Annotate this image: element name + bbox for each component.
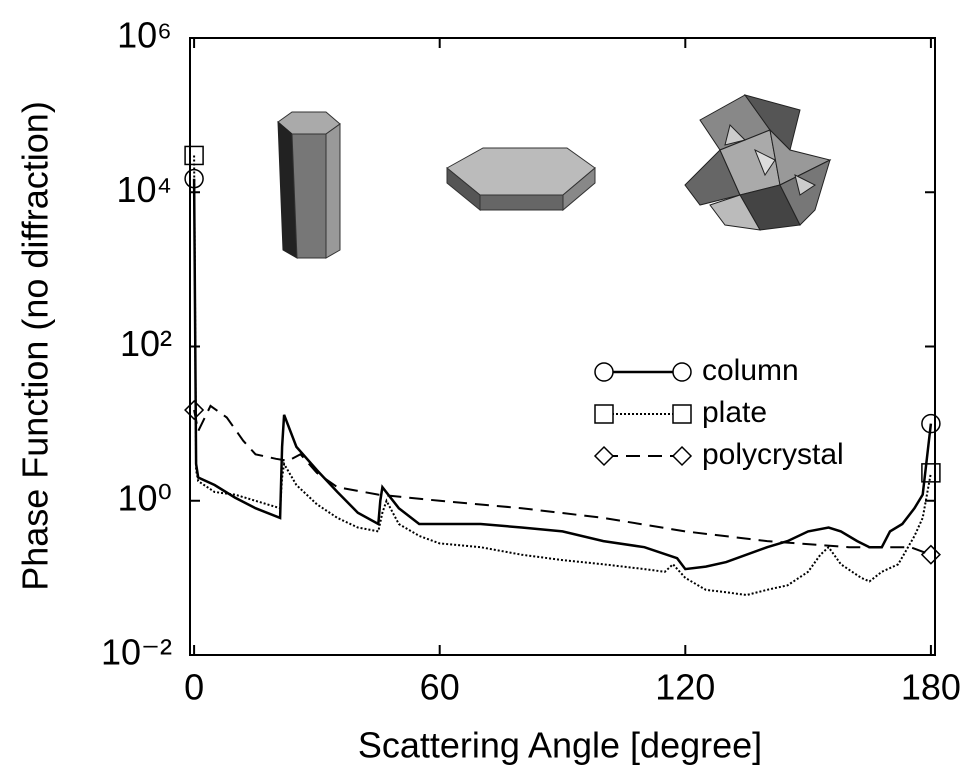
legend-marker [672, 404, 692, 424]
marker [184, 145, 204, 166]
marker [921, 463, 941, 483]
legend-label: column [702, 354, 799, 387]
legend-marker [593, 445, 615, 467]
y-tick-label: 10⁴ [116, 169, 172, 210]
y-tick-label: 10⁶ [117, 15, 172, 56]
legend-marker [671, 445, 693, 467]
x-tick-label: 0 [184, 667, 204, 708]
y-tick-label: 10² [120, 323, 172, 364]
marker [920, 544, 941, 565]
crystal-plate [446, 147, 596, 212]
legend-label: plate [702, 396, 767, 429]
legend-marker [672, 362, 692, 382]
legend-label: polycrystal [702, 438, 844, 471]
x-tick-label: 180 [901, 667, 961, 708]
x-tick-label: 60 [420, 667, 460, 708]
data-line [193, 404, 932, 556]
crystal-column [277, 111, 341, 259]
crystal-polycrystal [684, 94, 832, 231]
data-line [192, 178, 933, 571]
x-axis-label: Scattering Angle [degree] [358, 725, 762, 766]
y-axis-label: Phase Function (no diffraction) [15, 101, 56, 591]
legend-marker [594, 404, 614, 424]
marker [184, 399, 205, 421]
y-tick-label: 10⁰ [118, 477, 172, 518]
x-tick-label: 120 [655, 667, 715, 708]
y-tick-label: 10⁻² [101, 632, 172, 673]
marker [921, 413, 941, 434]
legend-marker [594, 362, 614, 382]
data-line [193, 155, 932, 597]
